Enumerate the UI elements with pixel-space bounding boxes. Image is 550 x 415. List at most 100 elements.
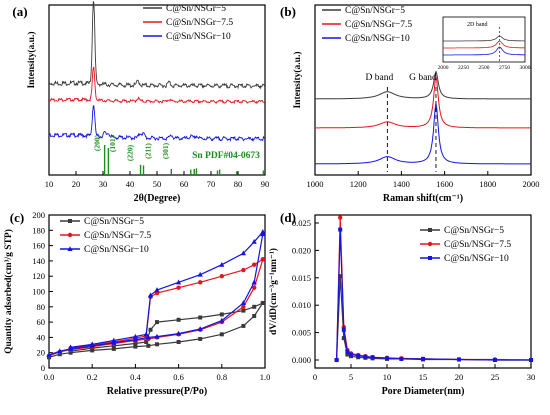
inset-series-line — [443, 40, 526, 49]
d-band-label: D band — [366, 73, 394, 83]
y-tick-label-d: 0.020 — [292, 245, 311, 255]
isotherm-point — [176, 339, 181, 344]
reference-label: Sn PDF#04-0673 — [192, 151, 260, 161]
isotherm-point — [252, 262, 257, 267]
x-tick-label-a: 90 — [261, 179, 270, 189]
x-tick-label-d: 30 — [527, 372, 536, 382]
isotherm-point — [176, 330, 182, 336]
y-axis-label-a: Intensity(a.u.) — [26, 31, 37, 88]
pore-point — [529, 358, 533, 362]
legend-marker-c — [68, 219, 72, 223]
y-tick-label-c: 0 — [41, 363, 45, 373]
y-tick-label-d: 0.015 — [292, 273, 311, 283]
legend-marker-d — [427, 241, 433, 247]
isotherm-point — [260, 257, 266, 262]
legend-label-a: C@Sn/NSGr−5 — [166, 4, 226, 14]
legend-marker-d — [428, 256, 432, 260]
isotherm-point — [198, 336, 203, 341]
y-tick-label-c: 160 — [32, 241, 45, 251]
pore-point — [493, 358, 497, 362]
y-tick-label-d: 0.005 — [292, 328, 311, 338]
panel-a: (a) 10 20 30 40 50 60 70 80 90 2θ(Degree) Intensity… — [12, 1, 269, 204]
isotherm-point — [252, 313, 257, 318]
x-tick-label-a: 10 — [45, 179, 54, 189]
pore-point — [338, 215, 343, 220]
panel-label-d: (d) — [280, 210, 296, 225]
inset-x-tick-label: 2500 — [479, 65, 490, 71]
x-tick-label-b: 2000 — [523, 179, 540, 189]
pore-point — [341, 327, 346, 332]
pore-point — [334, 358, 339, 362]
panel-label-c: (c) — [10, 210, 24, 225]
y-tick-label-c: 180 — [32, 225, 45, 235]
x-tick-label-a: 40 — [126, 179, 135, 189]
pore-point — [399, 356, 404, 361]
pore-point — [385, 356, 389, 361]
x-tick-label-b: 1800 — [479, 179, 496, 189]
legend-label-a: C@Sn/NSGr−10 — [166, 32, 231, 42]
isotherm-point — [57, 348, 63, 354]
y-tick-label-c: 20 — [37, 348, 46, 358]
isotherm-point — [219, 332, 224, 337]
pore-point — [363, 354, 368, 359]
pore-point — [345, 349, 350, 354]
inset-series-line — [443, 35, 525, 42]
y-tick-label-c: 200 — [32, 210, 45, 220]
inset-x-tick-label: 2750 — [499, 65, 510, 71]
isotherm-point — [90, 348, 95, 353]
panel-c: (c) 0.0 0.2 0.4 0.6 0.8 1.0 0 20 40 60 80 100 120 140 1… — [3, 210, 270, 397]
legend-label-a: C@Sn/NSGr−7.5 — [166, 18, 233, 28]
x-tick-label-a: 60 — [180, 179, 189, 189]
isotherm-adsorption-line — [48, 259, 264, 357]
x-tick-label-c: 0.6 — [173, 372, 184, 382]
legend-label-d: C@Sn/NSGr−5 — [444, 226, 504, 236]
x-tick-label-d: 15 — [419, 372, 428, 382]
g-band-label: G band — [409, 73, 437, 83]
plot-frame — [314, 214, 532, 369]
legend-marker-c — [67, 246, 73, 251]
legend-label-c: C@Sn/NSGr−10 — [84, 245, 149, 255]
legend-label-b: C@Sn/NSGr−7.5 — [345, 20, 412, 30]
xrd-series-line — [49, 105, 265, 143]
pore-series-line — [336, 229, 531, 361]
x-tick-label-d: 0 — [313, 372, 317, 382]
isotherm-point — [260, 300, 265, 305]
isotherm-point — [155, 342, 159, 347]
x-tick-label-a: 80 — [234, 179, 243, 189]
pore-series-line — [336, 217, 532, 361]
isotherm-adsorption-line — [48, 233, 264, 356]
x-tick-label-b: 1000 — [307, 179, 324, 189]
pore-point — [421, 356, 425, 361]
legend-label-d: C@Sn/NSGr−10 — [444, 254, 509, 264]
x-tick-label-c: 0.2 — [87, 372, 98, 382]
xrd-series-line — [48, 1, 265, 90]
isotherm-point — [198, 280, 203, 285]
plot-frame — [314, 4, 532, 176]
inset-series-line — [443, 46, 525, 56]
isotherm-point — [176, 285, 181, 290]
plot-frame — [48, 4, 266, 176]
pore-point — [349, 352, 353, 357]
x-tick-label-b: 1600 — [436, 179, 453, 189]
y-tick-label-c: 60 — [37, 317, 46, 327]
isotherm-point — [219, 274, 224, 279]
x-tick-label-b: 1200 — [350, 179, 367, 189]
isotherm-point — [148, 327, 153, 332]
isotherm-point — [241, 308, 246, 313]
hkl-label: (101) — [108, 135, 117, 152]
x-tick-label-a: 20 — [72, 179, 81, 189]
isotherm-point — [144, 339, 149, 344]
x-tick-label-a: 50 — [153, 179, 162, 189]
isotherm-point — [252, 304, 257, 309]
xrd-series-line — [48, 66, 265, 105]
x-axis-label-d: Pore Diameter(nm) — [382, 386, 465, 397]
y-tick-label-d: 0.000 — [292, 355, 311, 365]
x-tick-label-c: 0.0 — [44, 372, 55, 382]
pore-point — [356, 353, 361, 358]
x-tick-label-b: 1400 — [393, 179, 410, 189]
raman-series-line — [315, 70, 531, 100]
legend-marker-d — [428, 228, 432, 232]
panel-b: (b) 1000 1200 1400 1600 1800 2000 Raman shift(c… — [280, 4, 539, 204]
panel-d: (d) 0 5 10 15 20 25 30 0.000 0.005 0.010 0.015 0.020… — [268, 210, 535, 397]
y-tick-label-d: 0.025 — [292, 218, 311, 228]
